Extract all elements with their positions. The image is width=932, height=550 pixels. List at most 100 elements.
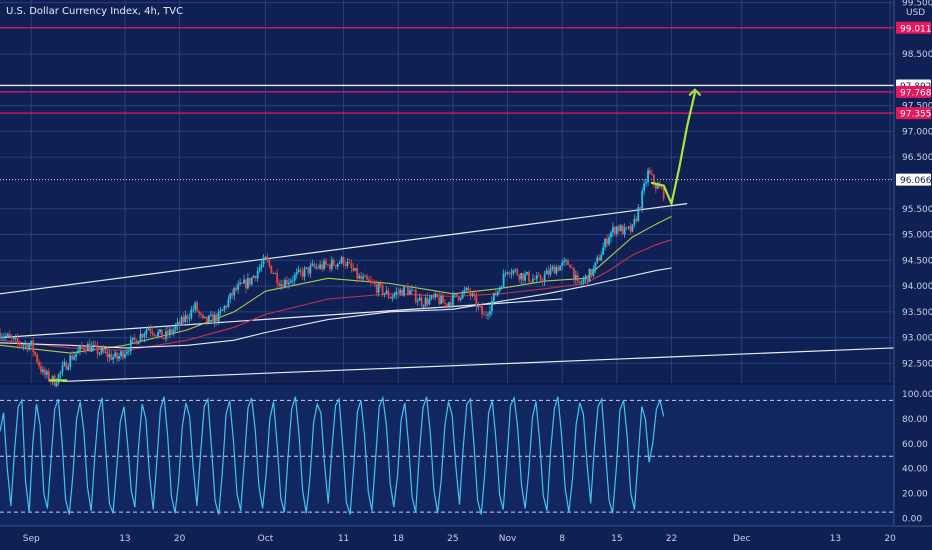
time-axis[interactable]: Sep 13 20 Oct 11 18 25 Nov 8 15 22 Dec 13 20 (23, 534, 896, 544)
candle-body (327, 264, 329, 266)
candle-body (153, 333, 156, 336)
price-badge-label: 99.011 (900, 24, 932, 34)
price-tick-label: 97.500 (902, 102, 932, 112)
candle-body (163, 338, 165, 340)
candle-body (420, 297, 423, 306)
candle-body (303, 268, 306, 277)
candle-body (286, 279, 288, 285)
candle-body (10, 336, 13, 339)
candle-body (414, 289, 417, 302)
candle-body (59, 371, 62, 375)
candle-body (364, 276, 366, 277)
candle-body (369, 280, 372, 282)
candle-body (660, 187, 663, 189)
candle-body (477, 304, 480, 308)
candle-body (184, 315, 187, 322)
candle-body (30, 340, 33, 345)
candle-body (348, 261, 351, 263)
price-levels (0, 27, 894, 181)
candle-body (276, 273, 279, 284)
candle-body (555, 267, 558, 274)
candle-body (590, 269, 593, 276)
time-tick-label: 13 (830, 534, 841, 544)
candle-body (461, 291, 464, 299)
price-tick-label: 94.000 (902, 282, 932, 292)
candle-body (307, 267, 310, 274)
candle-body (430, 295, 433, 299)
trendline (0, 298, 563, 339)
candle-body (149, 328, 152, 332)
candle-body (506, 272, 509, 274)
candle-body (504, 273, 507, 274)
candle-body (161, 329, 163, 339)
candle-body (381, 284, 384, 295)
candle-body (416, 300, 419, 302)
candle-body (63, 362, 66, 366)
oscillator-tick-label: 20.00 (902, 489, 928, 499)
candle-body (565, 260, 567, 262)
candle-body (522, 273, 525, 281)
candle-body (451, 294, 454, 306)
candle-body (182, 317, 185, 322)
oscillator-line (0, 395, 665, 515)
candle-body (18, 342, 21, 345)
candle-body (168, 329, 171, 336)
candle-body (332, 259, 335, 266)
candle-body (0, 332, 1, 339)
candle-body (489, 310, 491, 315)
price-tick-label: 92.500 (902, 359, 932, 369)
candle-body (485, 314, 487, 316)
candle-body (291, 280, 294, 282)
time-tick-label: Dec (733, 534, 750, 544)
candle-body (268, 260, 271, 266)
candle-body (395, 292, 398, 295)
currency-label: USD (906, 8, 925, 18)
candle-body (582, 279, 585, 283)
price-badge-label: 96.066 (900, 176, 932, 186)
candle-body (473, 293, 476, 296)
candle-body (194, 302, 197, 310)
candle-body (512, 270, 515, 274)
candle-body (67, 366, 70, 370)
candle-body (61, 365, 64, 372)
candle-body (289, 280, 292, 283)
candle-body (371, 281, 374, 284)
candle-body (75, 353, 78, 357)
candle-body (397, 292, 400, 293)
candle-body (108, 354, 111, 358)
candle-body (426, 297, 429, 305)
oscillator (0, 395, 894, 515)
candle-body (213, 314, 216, 324)
candle-body (459, 298, 462, 300)
candle-body (260, 264, 263, 268)
oscillator-tick-label: 60.00 (902, 440, 928, 450)
projection-arrow (49, 88, 701, 382)
candle-body (34, 351, 37, 355)
candle-body (73, 356, 76, 360)
candle-body (549, 268, 552, 275)
candle-body (651, 173, 653, 175)
candle-body (535, 275, 538, 280)
candle-body (313, 263, 316, 267)
candle-body (282, 284, 284, 289)
candle-body (490, 300, 493, 311)
candle-body (455, 293, 458, 297)
candle-body (463, 290, 466, 292)
candle-body (280, 284, 282, 286)
candle-body (617, 226, 620, 232)
candle-body (55, 383, 58, 387)
candle-body (434, 293, 437, 298)
candle-body (245, 279, 247, 289)
candle-body (448, 302, 450, 307)
candle-body (20, 344, 23, 346)
price-tick-label: 99.500 (902, 0, 932, 9)
candle-body (12, 337, 15, 339)
candle-body (299, 269, 302, 272)
candle-body (407, 286, 409, 295)
candle-body (28, 344, 31, 350)
price-tick-label: 98.500 (902, 50, 932, 60)
candle-body (631, 224, 634, 232)
price-badge (896, 173, 931, 186)
